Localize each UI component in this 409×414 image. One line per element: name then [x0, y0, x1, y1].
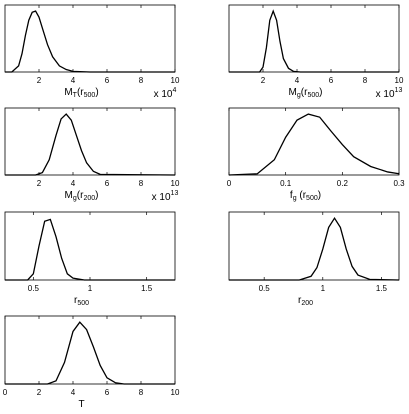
x-tick-label: 0.2 — [337, 179, 349, 188]
x-tick-label: 8 — [363, 76, 368, 85]
x-tick-label: 6 — [329, 76, 334, 85]
density-line — [229, 9, 399, 73]
plot-frame — [228, 4, 400, 73]
x-axis-label-part: M — [289, 87, 297, 98]
x-axis-label-part: r — [74, 295, 78, 306]
x-axis-label-part: f — [290, 190, 293, 201]
x-axis-label-part: (r — [301, 87, 308, 98]
panel: 0 2 4 6 8 10 T — [3, 315, 180, 410]
plot-frame — [4, 107, 176, 176]
plot-frame — [228, 211, 400, 281]
plot-frame — [4, 315, 176, 385]
x-tick-label: 2 — [261, 76, 266, 85]
x-axis-label-part: ) — [95, 87, 98, 98]
x-axis-label-part: ) — [318, 190, 321, 201]
panel: 2 4 6 8 10 Mg(r200) x 1013 — [4, 107, 180, 203]
x-tick-label: 10 — [171, 76, 180, 85]
x-axis-label-part: ) — [95, 190, 98, 201]
x-tick-label: 4 — [71, 179, 76, 188]
x-axis-label-part: 200 — [301, 300, 313, 307]
x-tick-label: 0 — [227, 179, 232, 188]
x-axis-label-part: 500 — [77, 300, 89, 307]
x-axis-label: r500 — [74, 295, 89, 308]
x-axis-label-part: (r — [77, 190, 84, 201]
x-axis-label-part: 500 — [84, 92, 96, 99]
x-tick-label: 1.5 — [376, 284, 388, 293]
x-axis-label: T — [78, 399, 84, 409]
x-axis-label-part: g — [293, 195, 297, 202]
x-tick-label: 8 — [139, 179, 144, 188]
x-tick-label: 2 — [37, 179, 42, 188]
x-axis-label-part: (r — [77, 87, 84, 98]
x-tick-label: 6 — [105, 388, 110, 397]
x-tick-label: 10 — [395, 76, 404, 85]
x-axis-label-part: ) — [319, 87, 322, 98]
density-line — [5, 218, 175, 281]
x-tick-label: 8 — [139, 76, 144, 85]
axis-multiplier: x 1013 — [152, 190, 179, 202]
axis-multiplier-part: 13 — [171, 190, 179, 197]
x-tick-label: 6 — [105, 76, 110, 85]
axis-multiplier-part: x 10 — [152, 192, 171, 203]
x-tick-label: 0.1 — [280, 179, 292, 188]
x-tick-label: 2 — [37, 76, 42, 85]
x-axis-label: fg (r500) — [290, 190, 321, 203]
axis-multiplier-part: 4 — [173, 87, 177, 94]
x-tick-label: 1 — [321, 284, 326, 293]
x-axis-label: Mg(r200) — [65, 190, 99, 203]
x-tick-label: 0.5 — [28, 284, 40, 293]
x-tick-label: 2 — [37, 388, 42, 397]
x-tick-label: 8 — [139, 388, 144, 397]
density-line — [228, 113, 400, 176]
plot-frame — [4, 211, 176, 281]
x-axis-label: Mg(r500) — [289, 87, 323, 100]
x-axis-label-part: (r — [297, 190, 307, 201]
panel: 0.5 1 1.5 r200 — [228, 211, 400, 308]
x-axis-label-part: 500 — [307, 92, 319, 99]
axis-multiplier-part: 13 — [395, 87, 403, 94]
x-tick-label: 10 — [171, 179, 180, 188]
axis-multiplier: x 1013 — [376, 87, 403, 99]
density-line — [5, 10, 175, 73]
x-tick-label: 4 — [71, 76, 76, 85]
x-axis-label-part: r — [298, 295, 302, 306]
x-axis-label-part: T — [78, 399, 84, 409]
x-axis-label-part: 200 — [83, 195, 95, 202]
density-line — [5, 321, 175, 385]
x-axis-label-part: T — [73, 92, 78, 99]
panel: 0.5 1 1.5 r500 — [4, 211, 176, 308]
x-tick-label: 0.3 — [393, 179, 405, 188]
panel: 0 0.1 0.2 0.3 fg (r500) — [227, 107, 405, 203]
axis-multiplier: x 104 — [154, 87, 177, 99]
x-axis-label-part: M — [65, 190, 73, 201]
axis-multiplier-part: x 10 — [376, 89, 395, 100]
axis-multiplier-part: x 10 — [154, 89, 173, 100]
x-axis-label: r200 — [298, 295, 313, 308]
x-tick-label: 1.5 — [141, 284, 153, 293]
x-axis-label-part: g — [73, 195, 77, 202]
x-tick-label: 6 — [105, 179, 110, 188]
plot-frame — [228, 107, 400, 176]
x-tick-label: 0.5 — [259, 284, 271, 293]
x-axis-label-part: M — [64, 87, 72, 98]
x-tick-label: 4 — [71, 388, 76, 397]
density-line — [5, 113, 176, 176]
x-tick-label: 10 — [171, 388, 180, 397]
x-axis-label-part: 500 — [306, 195, 318, 202]
x-tick-label: 4 — [295, 76, 300, 85]
panel: 2 4 6 8 10 Mg(r500) x 1013 — [228, 4, 404, 100]
x-axis-label-part: g — [297, 92, 301, 99]
density-line — [229, 216, 400, 281]
x-tick-label: 0 — [3, 388, 8, 397]
x-tick-label: 1 — [88, 284, 93, 293]
x-axis-label: MT(r500) — [64, 87, 98, 100]
